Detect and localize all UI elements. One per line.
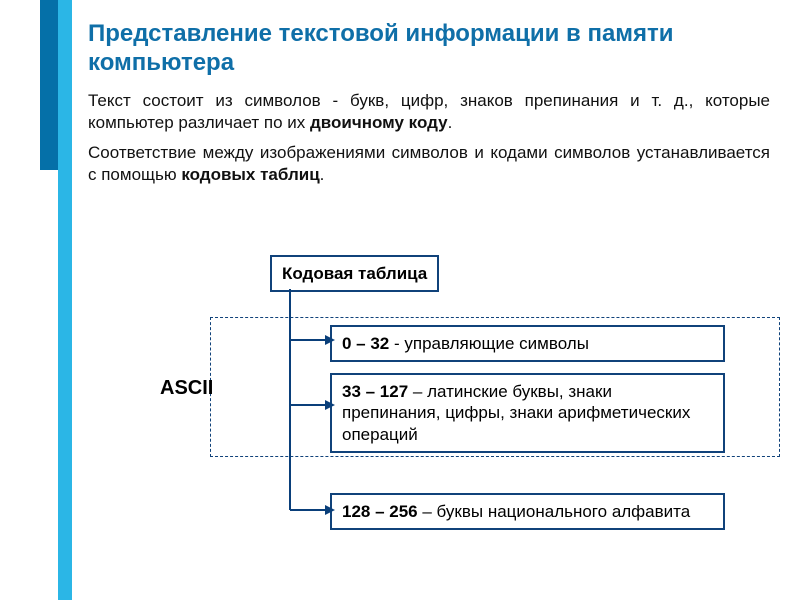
para2-suffix: . [320, 165, 325, 184]
connector-lines [100, 255, 780, 585]
para1-bold: двоичному коду [310, 113, 448, 132]
paragraph-1: Текст состоит из символов - букв, цифр, … [88, 90, 770, 134]
para1-suffix: . [448, 113, 453, 132]
code-table-diagram: Кодовая таблица ASCII 0 – 32 - управляющ… [100, 255, 780, 585]
content-area: Представление текстовой информации в пам… [88, 20, 770, 186]
sidebar-accent-light [58, 0, 72, 600]
page-title: Представление текстовой информации в пам… [88, 20, 770, 78]
para2-bold: кодовых таблиц [181, 165, 319, 184]
paragraph-2: Соответствие между изображениями символо… [88, 142, 770, 186]
